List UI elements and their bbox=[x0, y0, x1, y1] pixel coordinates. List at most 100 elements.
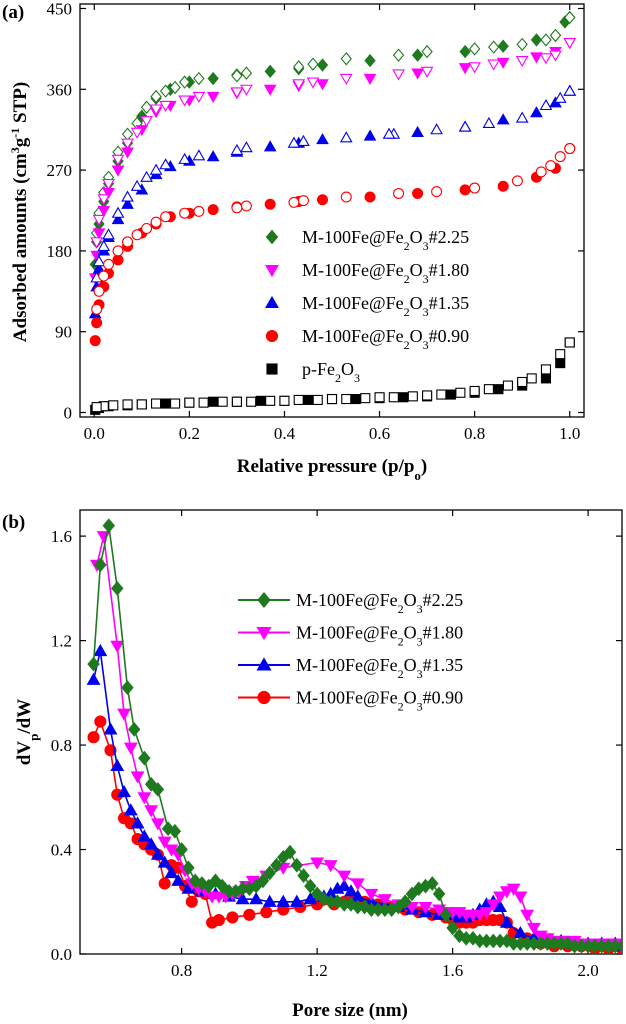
desorption-point bbox=[297, 195, 309, 207]
legend-label: M-100Fe@Fe2O3#1.80 bbox=[296, 623, 463, 649]
desorption-point bbox=[122, 399, 133, 410]
desorption-point bbox=[306, 77, 320, 89]
panel-a-legend: M-100Fe@Fe2O3#2.25 M-100Fe@Fe2O3#1.80 M-10… bbox=[265, 227, 469, 385]
desorption-point bbox=[312, 394, 323, 405]
legend-marker bbox=[256, 657, 272, 671]
data-point bbox=[137, 829, 152, 842]
desorption-point bbox=[407, 391, 418, 402]
desorption-point bbox=[469, 182, 481, 194]
desorption-point bbox=[193, 71, 205, 86]
data-point bbox=[171, 873, 186, 886]
desorption-point bbox=[563, 38, 577, 50]
data-point bbox=[276, 894, 291, 907]
data-point bbox=[121, 680, 134, 695]
desorption-point bbox=[563, 84, 577, 96]
panel-a-y-tick-label: 270 bbox=[47, 161, 73, 180]
legend-marker bbox=[265, 264, 279, 278]
adsorption-point bbox=[316, 133, 329, 145]
data-point bbox=[175, 842, 188, 857]
data-point bbox=[303, 892, 318, 905]
panel-b-y-axis-label: dVp/dW bbox=[14, 699, 41, 765]
desorption-point bbox=[217, 396, 228, 407]
legend-marker bbox=[257, 690, 271, 705]
adsorption-point bbox=[303, 394, 314, 405]
data-point bbox=[439, 907, 453, 923]
legend-label: M-100Fe@Fe2O3#0.90 bbox=[296, 688, 463, 714]
desorption-point bbox=[246, 396, 257, 407]
data-point bbox=[493, 891, 507, 904]
adsorption-point bbox=[160, 398, 171, 409]
desorption-point bbox=[468, 62, 481, 74]
data-point bbox=[418, 901, 433, 915]
panel-b-y-tick-label: 0.8 bbox=[51, 736, 72, 755]
desorption-point bbox=[420, 66, 434, 78]
desorption-point bbox=[192, 149, 206, 161]
desorption-point bbox=[468, 42, 481, 56]
desorption-point bbox=[297, 134, 310, 146]
desorption-point bbox=[341, 393, 352, 405]
data-point bbox=[290, 857, 304, 873]
desorption-point bbox=[564, 10, 576, 25]
desorption-point bbox=[455, 387, 466, 398]
data-point bbox=[168, 823, 182, 839]
adsorption-point bbox=[92, 262, 106, 274]
adsorption-point bbox=[493, 384, 504, 395]
desorption-point bbox=[564, 337, 575, 348]
desorption-point bbox=[92, 214, 106, 226]
desorption-point bbox=[265, 395, 276, 406]
adsorption-point bbox=[497, 180, 509, 192]
desorption-point bbox=[340, 191, 352, 203]
adsorption-point bbox=[459, 184, 471, 196]
data-point bbox=[103, 722, 118, 735]
desorption-point bbox=[97, 239, 111, 252]
panel-a-plot-frame bbox=[79, 3, 585, 418]
adsorption-point bbox=[496, 57, 510, 69]
adsorption-point bbox=[111, 212, 125, 225]
desorption-point bbox=[339, 73, 353, 86]
data-point bbox=[243, 908, 256, 921]
desorption-point bbox=[539, 53, 553, 65]
adsorption-point bbox=[206, 91, 220, 103]
panel-a-x-tick-label: 0.4 bbox=[274, 424, 296, 443]
adsorption-point bbox=[264, 64, 276, 79]
data-point bbox=[350, 878, 365, 891]
desorption-point bbox=[430, 123, 443, 135]
adsorption-point bbox=[530, 52, 543, 64]
data-point bbox=[87, 656, 100, 672]
adsorption-point bbox=[350, 393, 361, 405]
desorption-point bbox=[554, 151, 566, 163]
legend-marker bbox=[265, 229, 279, 245]
panel-b-y-tick-label: 1.2 bbox=[51, 632, 72, 651]
data-point bbox=[446, 920, 459, 936]
data-point bbox=[304, 878, 317, 894]
adsorption-point bbox=[458, 63, 472, 75]
adsorption-point bbox=[263, 140, 277, 152]
desorption-point bbox=[178, 75, 191, 89]
desorption-point bbox=[293, 60, 305, 74]
data-point bbox=[398, 894, 412, 910]
data-point bbox=[262, 894, 277, 907]
data-point bbox=[513, 891, 528, 904]
panel-a-label: (a) bbox=[2, 2, 24, 23]
desorption-point bbox=[231, 396, 242, 407]
desorption-point bbox=[516, 37, 528, 52]
desorption-point bbox=[515, 55, 529, 68]
desorption-point bbox=[326, 393, 338, 405]
desorption-point bbox=[97, 194, 111, 206]
desorption-point bbox=[91, 402, 102, 413]
panel-a-series-group bbox=[88, 10, 577, 415]
data-point bbox=[102, 518, 116, 534]
data-point bbox=[94, 557, 107, 573]
desorption-point bbox=[178, 152, 191, 164]
desorption-point bbox=[535, 166, 547, 178]
panel-b-x-tick-label: 1.2 bbox=[307, 961, 328, 980]
desorption-point bbox=[198, 397, 209, 408]
desorption-point bbox=[140, 170, 153, 182]
panel-a: (a) 0.0 0.2 0.4 0.6 0.8 1.0 0 90 180 270 360 450 M-… bbox=[2, 0, 585, 483]
desorption-point bbox=[422, 390, 433, 401]
legend-marker bbox=[256, 626, 272, 641]
data-point bbox=[615, 938, 622, 954]
legend-label: M-100Fe@Fe2O3#1.35 bbox=[296, 655, 463, 681]
adsorption-point bbox=[263, 84, 277, 96]
desorption-point bbox=[487, 59, 501, 71]
